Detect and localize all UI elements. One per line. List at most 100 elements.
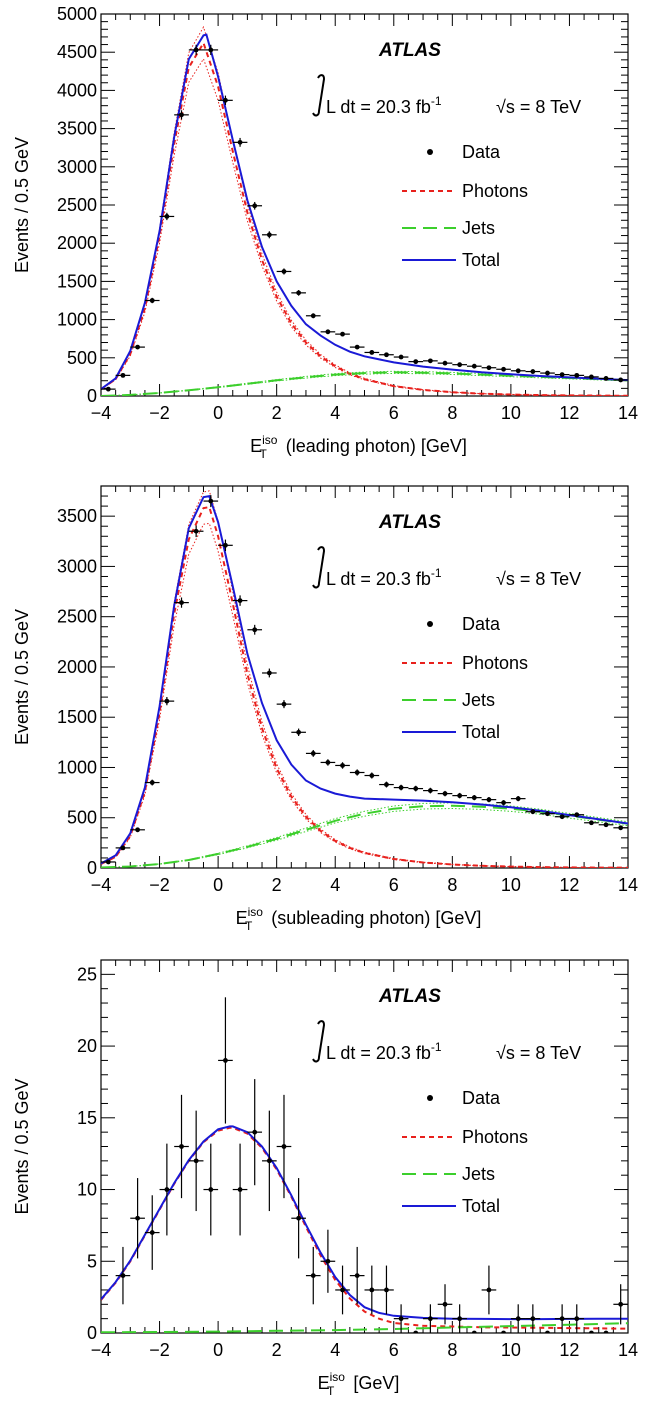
data-point: [266, 232, 272, 238]
data-point: [501, 1330, 506, 1333]
y-tick-label: 2500: [57, 195, 97, 215]
data-point: [149, 298, 155, 303]
legend-label: Total: [462, 722, 500, 742]
data-point: [208, 498, 214, 504]
y-tick-label: 1000: [57, 310, 97, 330]
data-point: [354, 770, 360, 775]
legend-label: Total: [462, 250, 500, 270]
legend-item-data: Data: [427, 1088, 501, 1108]
y-tick-label: 3500: [57, 119, 97, 139]
data-point: [296, 729, 302, 735]
data-point: [486, 1287, 492, 1293]
data-point: [296, 290, 302, 296]
data-point: [574, 1316, 580, 1322]
x-tick-label: 0: [213, 403, 223, 423]
series-total-line: [101, 33, 628, 390]
data-point: [340, 763, 345, 768]
y-tick-label: 20: [77, 1036, 97, 1056]
luminosity-label: L dt = 20.3 fb-1: [326, 94, 442, 117]
data-point: [369, 350, 375, 355]
data-point: [398, 785, 404, 790]
data-point: [354, 344, 360, 350]
legend-label: Data: [462, 614, 501, 634]
data-point: [603, 822, 609, 828]
x-tick-label: 4: [330, 403, 340, 423]
data-point: [223, 1058, 228, 1063]
x-tick-label: −2: [149, 1340, 170, 1360]
data-point: [120, 372, 126, 378]
plot-area: [101, 997, 628, 1333]
legend-item-jets: Jets: [402, 1164, 495, 1184]
data-point: [427, 358, 433, 364]
x-tick-label: 6: [389, 1340, 399, 1360]
data-point: [530, 809, 536, 815]
y-tick-label: 2000: [57, 233, 97, 253]
y-tick-label: 0: [87, 1323, 97, 1343]
x-tick-label: 2: [272, 1340, 282, 1360]
integral-sign: [312, 1020, 326, 1063]
data-point: [325, 329, 331, 335]
data-point: [442, 1301, 448, 1307]
x-tick-label: −4: [91, 875, 112, 895]
data-point: [545, 1330, 550, 1333]
x-tick-label: −2: [149, 403, 170, 423]
x-tick-label: 0: [213, 1340, 223, 1360]
data-point: [340, 331, 345, 337]
y-tick-label: 5000: [57, 4, 97, 24]
y-axis-label: Events / 0.5 GeV: [12, 609, 32, 745]
y-tick-label: 4000: [57, 80, 97, 100]
y-tick-label: 25: [77, 964, 97, 984]
data-point: [442, 791, 448, 797]
legend-item-data: Data: [427, 142, 501, 162]
x-tick-label: 0: [213, 875, 223, 895]
y-tick-label: 500: [67, 808, 97, 828]
data-point: [369, 773, 375, 778]
data-point: [427, 788, 433, 793]
data-point: [603, 1330, 609, 1333]
data-point: [457, 1316, 463, 1322]
data-point: [471, 363, 477, 369]
data-point: [281, 1144, 287, 1149]
data-point: [281, 701, 287, 707]
data-point: [574, 372, 580, 378]
data-point: [369, 1287, 375, 1293]
legend-label: Photons: [462, 1127, 528, 1147]
data-point: [120, 845, 126, 851]
data-point: [340, 1287, 345, 1293]
data-point: [559, 1316, 565, 1322]
data-point: [223, 542, 228, 548]
x-axis-label: Eiso T (leading photon) [GeV]: [250, 433, 467, 461]
x-tick-label: 10: [501, 875, 521, 895]
data-point: [618, 377, 624, 383]
data-point: [545, 811, 550, 817]
legend-label: Photons: [462, 653, 528, 673]
y-tick-label: 4500: [57, 42, 97, 62]
energy-label: √s = 8 TeV: [496, 569, 581, 589]
legend-label: Jets: [462, 218, 495, 238]
legend-label: Jets: [462, 1164, 495, 1184]
x-tick-label: 6: [389, 403, 399, 423]
data-point: [179, 112, 184, 118]
y-tick-label: 3500: [57, 506, 97, 526]
data-point: [179, 1144, 184, 1149]
y-tick-label: 1000: [57, 757, 97, 777]
y-tick-label: 500: [67, 348, 97, 368]
x-tick-label: 14: [618, 403, 638, 423]
chart-panel-1: −4 −2 0 2 4 6 8 10 12 14 0 500 1000 1500 2000 2500 3000 3…: [12, 4, 638, 461]
x-tick-label: 2: [272, 403, 282, 423]
chart-panel-2: −4 −2 0 2 4 6 8 10 12 14 0 500 1000 1500 2000 2500 3000 3…: [12, 485, 638, 933]
series-photons-line: [101, 1126, 628, 1330]
y-axis-label: Events / 0.5 GeV: [12, 137, 32, 273]
y-tick-label: 1500: [57, 271, 97, 291]
data-point: [501, 366, 506, 372]
legend-marker-data: [427, 621, 433, 627]
data-point: [310, 1273, 316, 1279]
x-tick-label: −2: [149, 875, 170, 895]
legend-item-jets: Jets: [402, 218, 495, 238]
legend-item-total: Total: [402, 1196, 500, 1216]
data-point: [354, 1273, 360, 1279]
data-point: [310, 751, 316, 756]
integral-sign: [312, 74, 326, 117]
